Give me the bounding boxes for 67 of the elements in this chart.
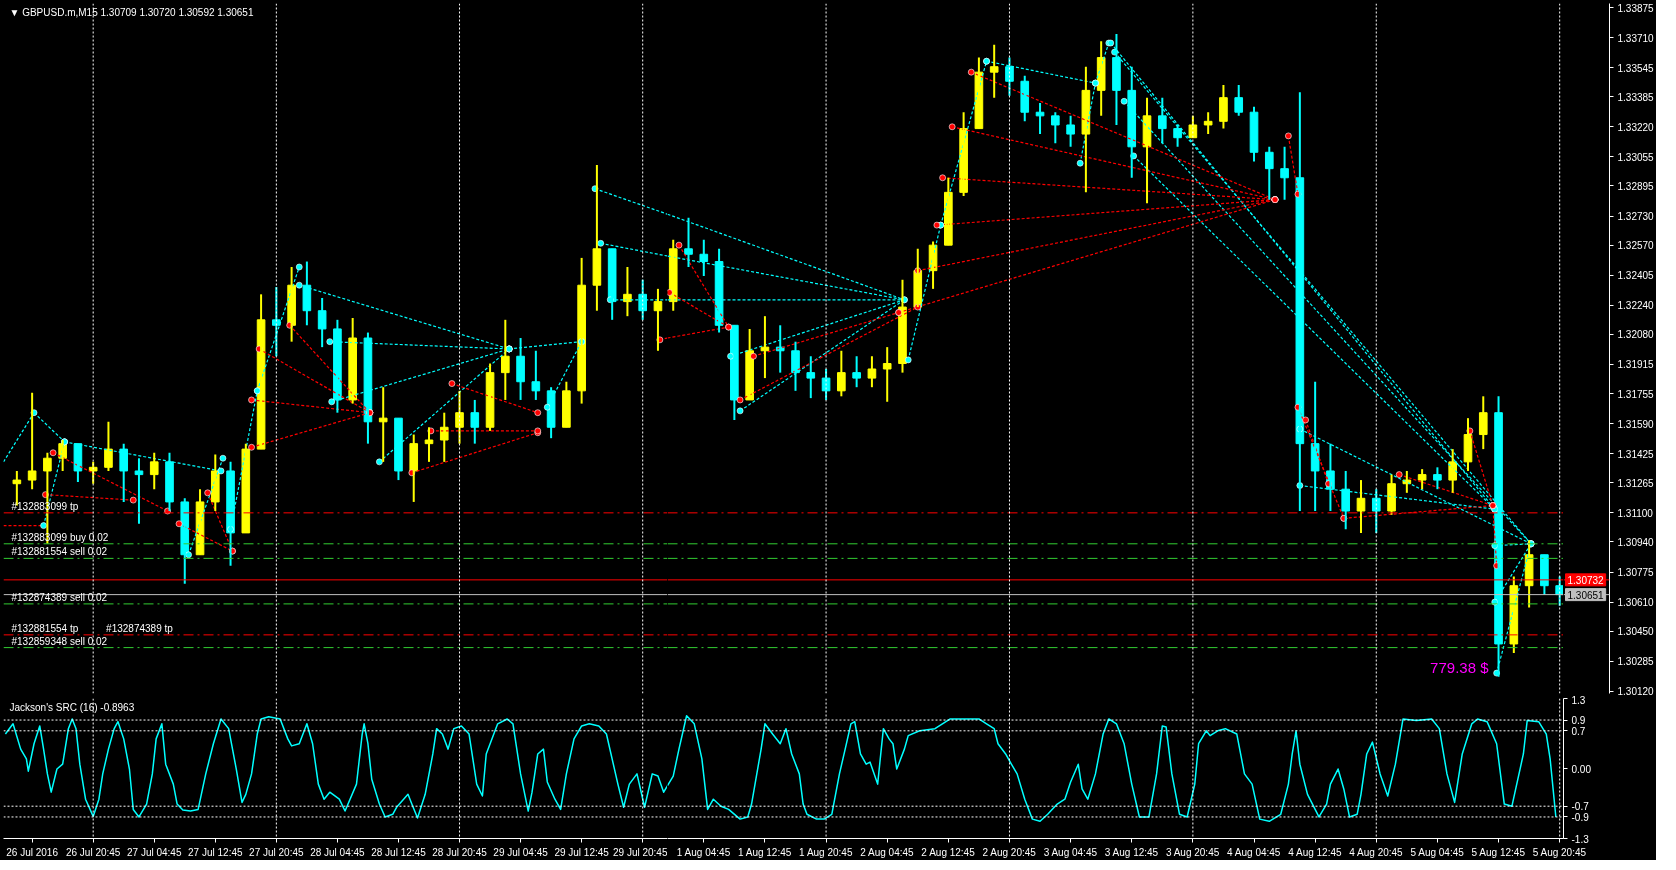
x-tick-label: 4 Aug 20:45 (1349, 846, 1404, 858)
chart-title: ▼ GBPUSD.m,M15 1.30709 1.30720 1.30592 1.30651 (9, 6, 254, 18)
y-tick-label: 1.33875 (1617, 2, 1655, 14)
y-tick-label: 0.00 (1571, 763, 1592, 775)
y-tick-label: 1.32080 (1617, 329, 1655, 341)
x-tick-label: 3 Aug 04:45 (1043, 846, 1098, 858)
y-tick-label: -0.7 (1571, 801, 1590, 813)
y-tick-label: 1.33710 (1617, 32, 1655, 44)
y-tick-label: 1.32730 (1617, 211, 1655, 223)
x-tick-label: 4 Aug 04:45 (1227, 846, 1281, 858)
y-tick-label: 1.32240 (1617, 300, 1655, 312)
x-tick-label: 3 Aug 20:45 (1165, 846, 1220, 858)
x-tick-label: 1 Aug 20:45 (799, 846, 853, 858)
y-tick-label: 1.33220 (1617, 121, 1655, 133)
y-tick-label: 1.31590 (1617, 418, 1655, 430)
y-tick-label: 1.31265 (1617, 477, 1655, 489)
x-tick-label: 5 Aug 12:45 (1471, 846, 1526, 858)
x-tick-label: 28 Jul 12:45 (371, 846, 427, 858)
x-tick-label: 1 Aug 04:45 (676, 846, 731, 858)
x-tick-label: 29 Jul 20:45 (613, 846, 668, 858)
annotation: #132874389 tp (106, 622, 174, 634)
y-tick-label: 1.30450 (1617, 626, 1655, 638)
x-tick-label: 1 Aug 12:45 (737, 846, 792, 858)
ref-line-label: 1.30732 (1567, 574, 1605, 586)
y-tick-label: 1.32895 (1617, 180, 1655, 192)
x-tick-label: 27 Jul 20:45 (249, 846, 305, 858)
x-tick-label: 27 Jul 04:45 (126, 846, 182, 858)
x-tick-label: 5 Aug 04:45 (1410, 846, 1465, 858)
ref-line-label: #132881554 sell 0.02 (11, 546, 108, 558)
y-tick-label: 1.31425 (1617, 448, 1655, 460)
y-tick-label: 1.3 (1571, 694, 1586, 706)
y-tick-label: 1.30285 (1617, 656, 1655, 668)
y-tick-label: 0.7 (1571, 725, 1586, 737)
x-tick-label: 3 Aug 12:45 (1104, 846, 1159, 858)
chart-title: Jackson's SRC (16) -0.8963 (9, 701, 135, 713)
x-tick-label: 5 Aug 20:45 (1532, 846, 1587, 858)
y-tick-label: -0.9 (1571, 811, 1590, 823)
y-tick-label: 1.32405 (1617, 270, 1655, 282)
y-tick-label: 1.30775 (1617, 567, 1655, 579)
x-tick-label: 2 Aug 04:45 (860, 846, 915, 858)
ref-line-label: #132859348 sell 0.02 (11, 635, 108, 647)
y-tick-label: 1.31755 (1617, 388, 1655, 400)
y-tick-label: 1.33055 (1617, 151, 1655, 163)
y-tick-label: 1.30610 (1617, 597, 1655, 609)
x-tick-label: 26 Jul 2016 (6, 846, 59, 858)
y-tick-label: 1.33545 (1617, 62, 1655, 74)
x-tick-label: 29 Jul 12:45 (554, 846, 610, 858)
x-tick-label: 27 Jul 12:45 (188, 846, 243, 858)
x-tick-label: 4 Aug 12:45 (1288, 846, 1342, 858)
x-tick-label: 28 Jul 04:45 (310, 846, 366, 858)
y-tick-label: 1.30120 (1617, 686, 1655, 698)
x-tick-label: 26 Jul 20:45 (65, 846, 121, 858)
y-tick-label: 1.33385 (1617, 91, 1655, 103)
y-tick-label: 1.31100 (1617, 507, 1654, 519)
y-tick-label: 1.31915 (1617, 359, 1655, 371)
x-tick-label: 2 Aug 20:45 (982, 846, 1037, 858)
annotation: 779.38 $ (1430, 658, 1490, 676)
y-tick-label: 0.9 (1571, 715, 1586, 727)
ref-line-label: #132881554 tp (11, 622, 79, 634)
x-tick-label: 2 Aug 12:45 (921, 846, 976, 858)
x-tick-label: 28 Jul 20:45 (432, 846, 488, 858)
y-tick-label: 1.32570 (1617, 240, 1655, 252)
ref-line-label: #132874389 sell 0.02 (11, 591, 108, 603)
y-tick-label: 1.30940 (1617, 536, 1655, 548)
ref-line-label: 1.30651 (1567, 589, 1605, 601)
x-tick-label: 29 Jul 04:45 (493, 846, 549, 858)
y-tick-label: -1.3 (1571, 833, 1590, 845)
